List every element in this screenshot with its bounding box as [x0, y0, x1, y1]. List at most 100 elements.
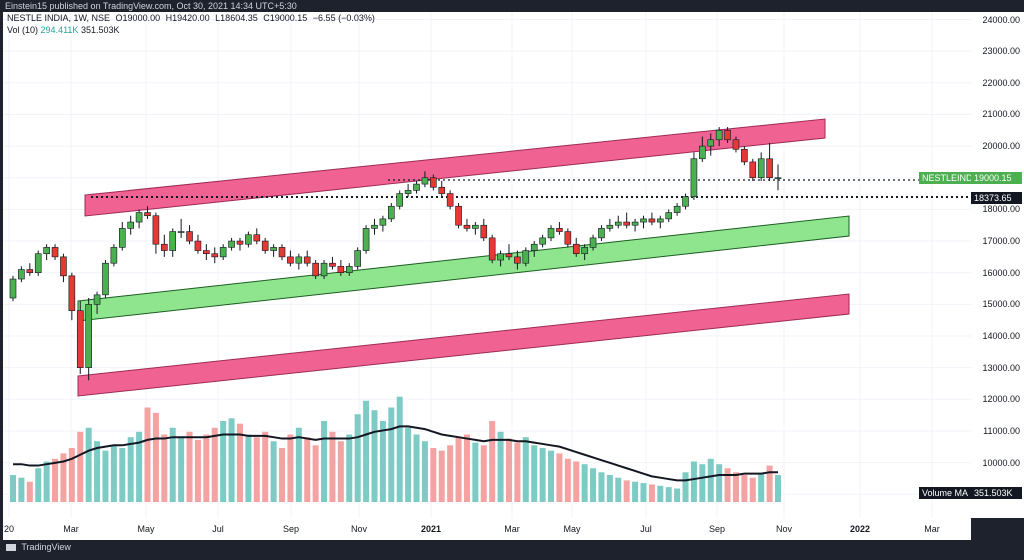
candle: [219, 244, 227, 261]
symbol-ohlc-legend[interactable]: NESTLE INDIA, 1W, NSE O19000.00 H19420.0…: [7, 13, 378, 23]
volume-bar: [581, 464, 588, 502]
price-axis-tick: 13000.00: [982, 362, 1020, 373]
candle-body: [715, 129, 723, 141]
candle-body: [522, 250, 530, 264]
candle-body: [51, 247, 59, 258]
price-chart-canvas[interactable]: [3, 12, 971, 518]
footer-brand-label: TradingView: [21, 542, 71, 552]
candle: [303, 250, 311, 267]
candle-body: [648, 218, 656, 223]
candle-body: [43, 247, 50, 255]
volume-bar: [287, 434, 294, 502]
candle-body: [732, 139, 740, 150]
volume-bar: [430, 448, 437, 502]
candle: [732, 136, 740, 153]
time-axis-tick: May: [563, 524, 581, 534]
candle: [161, 234, 168, 257]
price-axis-tick: 12000.00: [982, 394, 1020, 405]
volume-bar: [632, 481, 639, 502]
volume-bar: [354, 414, 361, 502]
volume-bar: [304, 437, 311, 502]
candle: [135, 209, 143, 229]
candlestick-series: [9, 127, 782, 381]
candle-body: [211, 253, 219, 258]
volume-bar: [590, 468, 597, 502]
candle: [345, 263, 353, 276]
volume-bar: [178, 437, 185, 502]
volume-bar: [775, 475, 781, 502]
volume-bar: [598, 472, 605, 502]
volume-bar: [564, 458, 571, 502]
candle: [228, 237, 235, 251]
chart-pane[interactable]: NESTLE INDIA, 1W, NSE O19000.00 H19420.0…: [3, 12, 971, 518]
candle: [766, 142, 773, 181]
candle-body: [396, 193, 404, 207]
candle: [421, 171, 429, 188]
volume-bar: [379, 421, 386, 502]
candle-body: [371, 224, 378, 229]
candle: [26, 263, 34, 276]
candle: [657, 215, 664, 229]
candle: [169, 228, 177, 257]
candle-body: [774, 177, 782, 180]
candle-body: [85, 304, 92, 368]
candle-body: [177, 231, 185, 233]
candle-body: [295, 256, 303, 264]
price-axis[interactable]: 24000.00 23000.00 22000.00 21000.00 20000.00…: [971, 12, 1024, 518]
price-axis-tick: 16000.00: [982, 267, 1020, 278]
volume-bar: [102, 450, 109, 502]
volume-bar: [690, 461, 697, 502]
candle: [505, 244, 513, 261]
volume-bar: [472, 442, 479, 502]
price-axis-tick: 14000.00: [982, 331, 1020, 341]
candle: [488, 234, 496, 264]
lower-resistance-channel: [77, 293, 850, 397]
volume-bar: [312, 445, 319, 502]
candle-body: [102, 262, 109, 296]
volume-bar: [657, 485, 664, 502]
volume-bar: [127, 437, 134, 502]
candle-body: [572, 243, 580, 255]
candle-body: [144, 212, 151, 217]
candle: [245, 231, 252, 248]
candle: [110, 244, 118, 267]
candle: [564, 228, 572, 248]
candle: [648, 212, 656, 226]
price-axis-tick: 10000.00: [982, 457, 1020, 468]
time-axis[interactable]: 20 Mar May Jul Sep Nov 2021 Mar May Jul Sep Nov 2022…: [3, 518, 971, 540]
candle: [589, 234, 597, 251]
candle: [312, 260, 319, 280]
volume-bar: [665, 487, 672, 502]
candle-body: [514, 256, 521, 264]
time-axis-tick: Mar: [504, 524, 520, 534]
volume-bar: [615, 477, 622, 502]
volume-bar: [463, 434, 470, 502]
volume-bar: [236, 423, 243, 502]
volume-bar: [732, 472, 739, 502]
volume-ma-value-legend: 351.503K: [80, 25, 120, 35]
volume-bar: [724, 468, 731, 502]
volume-bar: [573, 461, 580, 502]
volume-bar: [548, 450, 555, 502]
volume-bar: [245, 434, 252, 502]
volume-bar: [228, 418, 235, 502]
candle-body: [598, 228, 605, 239]
candle: [430, 174, 437, 191]
candle-body: [194, 240, 202, 251]
candle-body: [287, 256, 294, 264]
candle: [329, 256, 336, 270]
candle: [186, 225, 193, 245]
symbol-tag: NESTLEIND: [919, 172, 973, 184]
volume-bar: [623, 480, 630, 502]
candle: [715, 127, 723, 147]
volume-bar: [211, 427, 218, 502]
publish-header: Einstein15 published on TradingView.com,…: [5, 1, 297, 11]
candle: [404, 184, 412, 197]
volume-value: 294.411K: [40, 25, 79, 35]
volume-bar: [295, 427, 302, 502]
candle-body: [539, 237, 546, 245]
volume-ma-line: [13, 425, 778, 482]
candle: [665, 209, 673, 223]
volume-legend[interactable]: Vol (10) 294.411K 351.503K: [7, 25, 119, 35]
candle-body: [741, 148, 748, 163]
